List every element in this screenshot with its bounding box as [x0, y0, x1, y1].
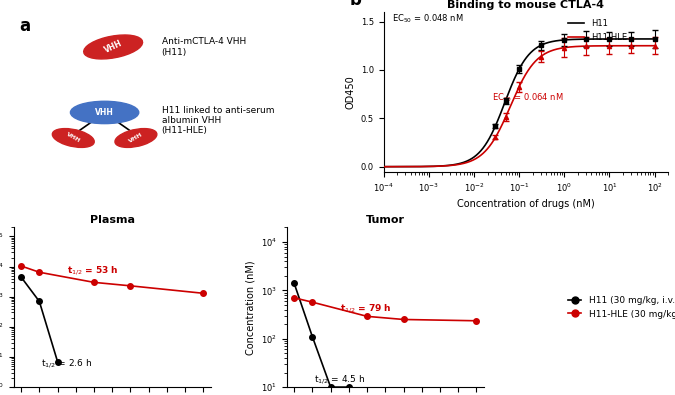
Text: b: b — [350, 0, 361, 9]
Text: a: a — [19, 17, 30, 35]
Text: t$_{1/2}$ = 79 h: t$_{1/2}$ = 79 h — [340, 302, 391, 315]
Text: VHH: VHH — [128, 132, 144, 144]
Ellipse shape — [70, 101, 139, 124]
Title: Binding to mouse CTLA-4: Binding to mouse CTLA-4 — [448, 0, 604, 10]
Text: H11 linked to anti-serum
albumin VHH
(H11-HLE): H11 linked to anti-serum albumin VHH (H1… — [161, 105, 274, 135]
Text: EC$_{50}$ = 0.064 nM: EC$_{50}$ = 0.064 nM — [492, 92, 564, 104]
Y-axis label: Concentration (nM): Concentration (nM) — [245, 260, 255, 355]
Ellipse shape — [115, 129, 157, 147]
Text: t$_{1/2}$ = 2.6 h: t$_{1/2}$ = 2.6 h — [41, 357, 92, 370]
Title: Tumor: Tumor — [366, 215, 405, 225]
Legend: H11, H11-HLE: H11, H11-HLE — [564, 16, 630, 45]
Text: VHH: VHH — [65, 132, 81, 144]
Legend: H11 (30 mg/kg, i.v.), H11-HLE (30 mg/kg, i.v.): H11 (30 mg/kg, i.v.), H11-HLE (30 mg/kg,… — [564, 292, 675, 322]
Ellipse shape — [84, 35, 142, 59]
Text: t$_{1/2}$ = 4.5 h: t$_{1/2}$ = 4.5 h — [314, 373, 365, 386]
Text: VHH: VHH — [103, 39, 124, 55]
X-axis label: Concentration of drugs (nM): Concentration of drugs (nM) — [457, 199, 595, 209]
Y-axis label: OD450: OD450 — [345, 75, 355, 109]
Text: EC$_{50}$ = 0.048 nM: EC$_{50}$ = 0.048 nM — [392, 12, 463, 24]
Text: Anti-mCTLA-4 VHH
(H11): Anti-mCTLA-4 VHH (H11) — [161, 37, 246, 56]
Ellipse shape — [53, 129, 94, 147]
Title: Plasma: Plasma — [90, 215, 135, 225]
Text: t$_{1/2}$ = 53 h: t$_{1/2}$ = 53 h — [67, 265, 118, 277]
Text: VHH: VHH — [95, 108, 114, 117]
